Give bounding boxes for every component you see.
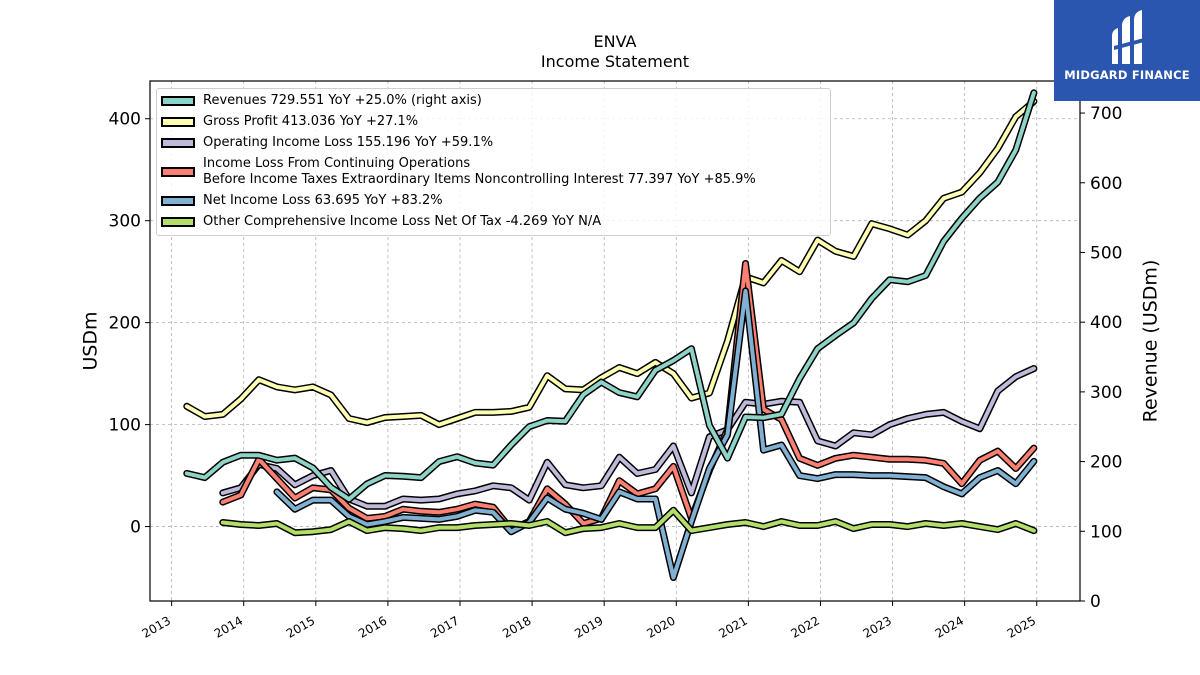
y-tick-label-right: 400 — [1090, 313, 1122, 333]
series-revenues-729-551-yoy-25-0-right-axis — [183, 89, 1038, 503]
legend-label-pretax-income-line1: Income Loss From Continuing Operations — [203, 156, 471, 171]
legend-label-net-income: Net Income Loss 63.695 YoY +83.2% — [203, 193, 443, 208]
legend-item-other-comprehensive: Other Comprehensive Income Loss Net Of T… — [161, 214, 601, 230]
series-line-outline — [273, 287, 1038, 581]
chart-title-block: ENVA Income Statement — [150, 32, 1080, 72]
legend-swatch-net-income — [161, 196, 195, 206]
midgard-logo-icon — [1112, 10, 1144, 64]
y-tick-label-right: 600 — [1090, 174, 1122, 194]
legend-label-revenues: Revenues 729.551 YoY +25.0% (right axis) — [203, 93, 482, 108]
x-tick-label: 2024 — [933, 613, 966, 640]
x-tick-label: 2025 — [1005, 613, 1038, 640]
y-tick-label-right: 100 — [1090, 522, 1122, 542]
series-income-loss-from-continuing-operations-b — [219, 260, 1038, 534]
y-tick-label-right: 0 — [1090, 592, 1101, 612]
x-tick-label: 2017 — [428, 613, 461, 640]
legend-item-net-income: Net Income Loss 63.695 YoY +83.2% — [161, 193, 443, 209]
y-tick-label-right: 300 — [1090, 383, 1122, 403]
legend-item-revenues: Revenues 729.551 YoY +25.0% (right axis) — [161, 93, 482, 109]
chart-subtitle: Income Statement — [540, 52, 690, 71]
legend-label-pretax-income-line2: Before Income Taxes Extraordinary Items … — [203, 172, 756, 187]
x-tick-label: 2021 — [716, 613, 749, 640]
y-tick-label-left: 400 — [109, 110, 141, 130]
legend: Revenues 729.551 YoY +25.0% (right axis)… — [156, 88, 831, 236]
y-tick-label-left: 100 — [109, 416, 141, 436]
x-tick-label: 2016 — [356, 613, 389, 640]
legend-swatch-pretax-income — [161, 167, 195, 177]
y-tick-label-right: 200 — [1090, 453, 1122, 473]
x-tick-label: 2020 — [644, 613, 677, 640]
legend-label-gross-profit: Gross Profit 413.036 YoY +27.1% — [203, 114, 419, 129]
plot-frame — [149, 80, 1081, 602]
series-net-income-loss-63-695-yoy-83-2 — [273, 287, 1038, 581]
x-tick-label: 2015 — [284, 613, 317, 640]
series-line — [220, 508, 1036, 535]
series-line — [220, 261, 1036, 532]
x-tick-label: 2023 — [861, 613, 894, 640]
chart-title: ENVA — [593, 32, 637, 51]
series-line — [274, 289, 1036, 580]
legend-swatch-other-comprehensive — [161, 217, 195, 227]
legend-item-pretax-income: Income Loss From Continuing Operations B… — [161, 156, 756, 188]
series-operating-income-loss-155-196-yoy-59-1 — [219, 365, 1038, 510]
legend-swatch-operating-income — [161, 138, 195, 148]
y-axis-label-left: USDm — [80, 311, 102, 370]
legend-label-operating-income: Operating Income Loss 155.196 YoY +59.1% — [203, 135, 494, 150]
x-tick-label: 2013 — [140, 613, 173, 640]
series-gross-profit-413-036-yoy-27-1 — [183, 97, 1038, 429]
brand-logo: MIDGARD FINANCE — [1054, 0, 1200, 101]
y-tick-label-left: 0 — [130, 518, 141, 538]
legend-swatch-revenues — [161, 96, 195, 106]
y-tick-label-right: 700 — [1090, 104, 1122, 124]
series-other-comprehensive-income-loss-net-of-t — [219, 506, 1038, 537]
brand-logo-text: MIDGARD FINANCE — [1064, 68, 1190, 82]
legend-item-operating-income: Operating Income Loss 155.196 YoY +59.1% — [161, 135, 493, 151]
series-line — [184, 99, 1036, 427]
series-lines — [183, 89, 1038, 581]
legend-label-other-comprehensive: Other Comprehensive Income Loss Net Of T… — [203, 214, 602, 229]
x-tick-label: 2022 — [789, 613, 822, 640]
legend-item-gross-profit: Gross Profit 413.036 YoY +27.1% — [161, 114, 418, 130]
y-tick-label-left: 300 — [109, 212, 141, 232]
y-tick-label-right: 500 — [1090, 243, 1122, 263]
y-axis-label-right: Revenue (USDm) — [1140, 260, 1162, 423]
x-tick-label: 2018 — [500, 613, 533, 640]
y-tick-label-left: 200 — [109, 314, 141, 334]
x-tick-label: 2014 — [212, 613, 245, 640]
legend-swatch-gross-profit — [161, 117, 195, 127]
series-line — [220, 366, 1036, 509]
series-line — [184, 90, 1036, 502]
x-tick-label: 2019 — [572, 613, 605, 640]
